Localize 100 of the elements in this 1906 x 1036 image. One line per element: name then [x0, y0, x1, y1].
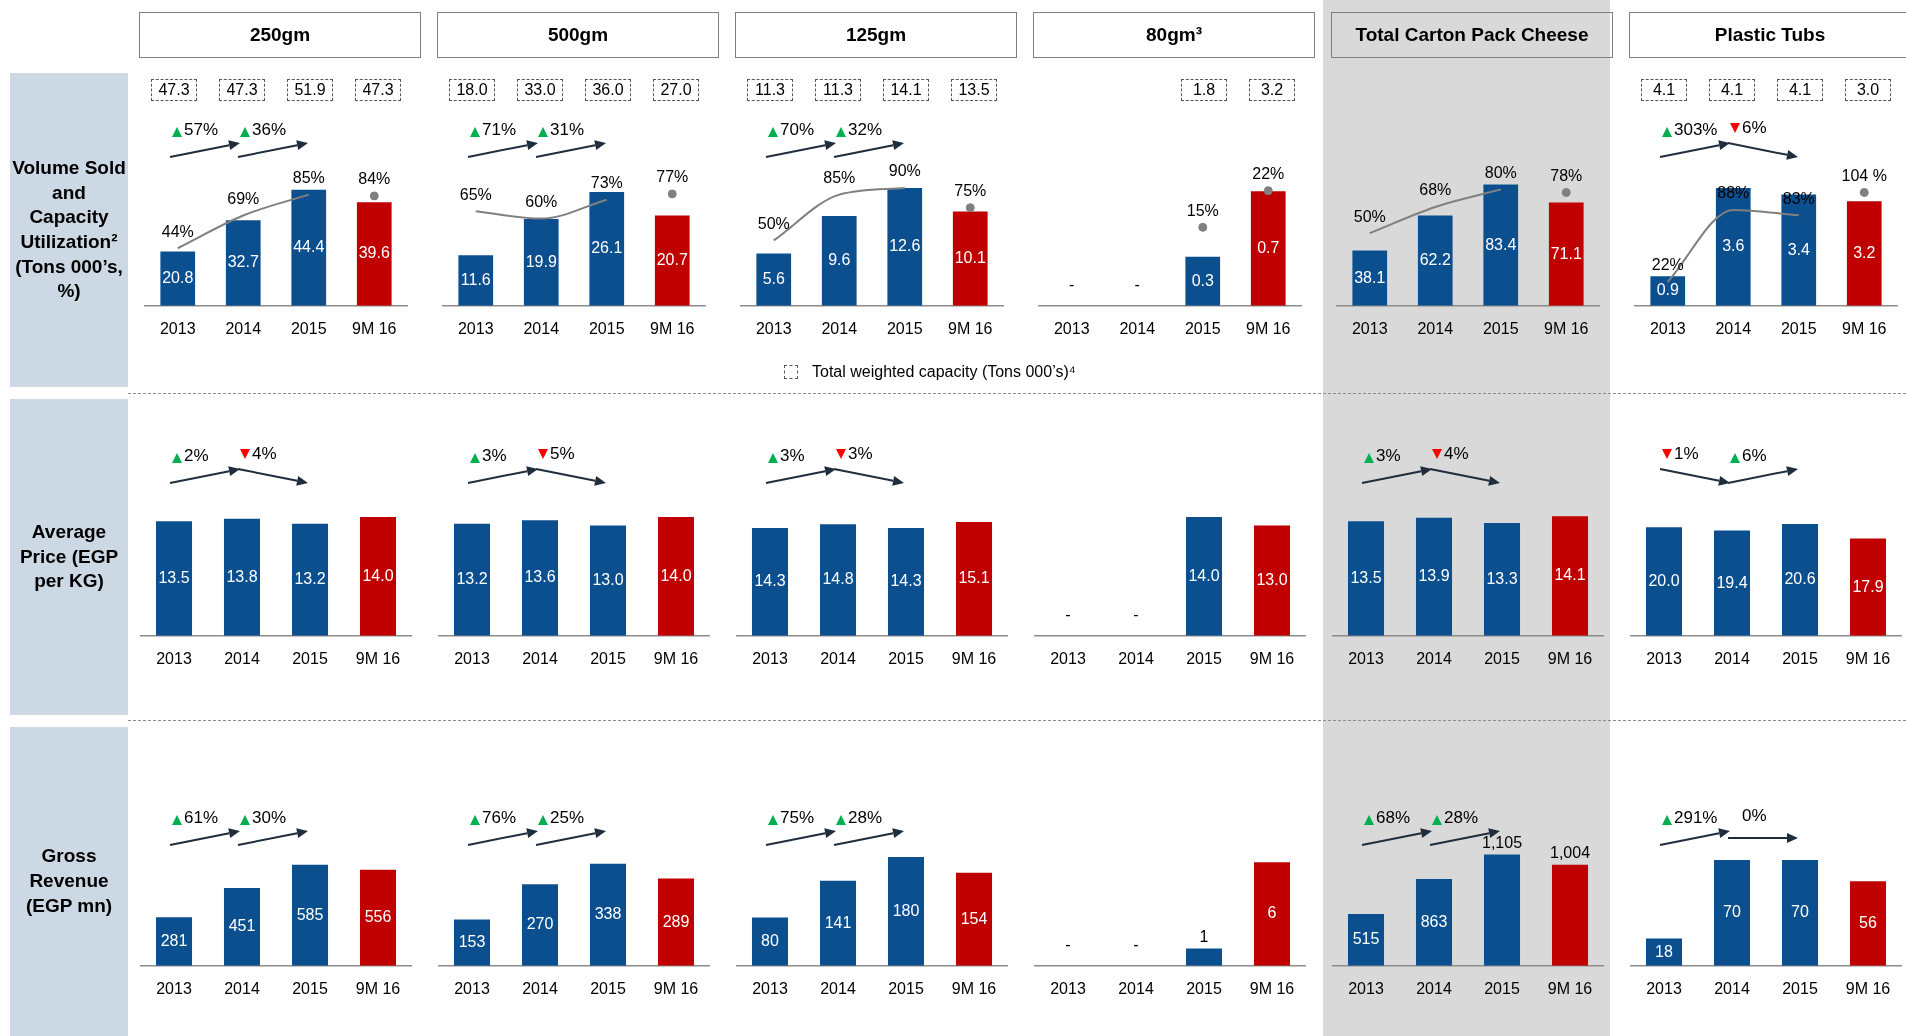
x-tick-label: 2014 — [820, 649, 856, 667]
text: 11.3 — [815, 79, 861, 101]
text: 75% — [780, 808, 815, 828]
x-tick-label: 2014 — [1416, 649, 1452, 667]
x-tick-label: 2015 — [888, 649, 924, 667]
text: 25% — [550, 808, 585, 828]
text: 28% — [848, 808, 883, 828]
data-label: 15.1 — [958, 569, 990, 587]
bar — [291, 864, 329, 966]
bar — [1417, 215, 1453, 306]
x-tick-label: 2013 — [1348, 979, 1384, 997]
x-tick-label: 2015 — [1484, 649, 1520, 667]
data-label: 13.0 — [1256, 571, 1288, 589]
data-label: 44.4 — [293, 238, 325, 256]
bar — [523, 219, 559, 306]
data-label: 20.0 — [1648, 571, 1680, 589]
text: - — [1069, 276, 1075, 294]
data-label: 13.5 — [158, 568, 190, 586]
text: 3% — [1376, 446, 1401, 466]
text: 33.0 — [517, 79, 563, 101]
data-label: 153 — [458, 933, 486, 951]
x-tick-label: 2014 — [523, 319, 560, 337]
chart-title: Plastic Tubs — [1714, 24, 1826, 46]
x-tick-label: 2014 — [1714, 649, 1750, 667]
text: - — [1133, 606, 1139, 624]
bar — [821, 216, 857, 306]
x-tick-label: 9M 16 — [1547, 649, 1593, 667]
bar — [887, 188, 923, 306]
text: 4% — [1444, 444, 1469, 464]
data-label: 14.8 — [822, 570, 854, 588]
x-tick-label: 9M 16 — [951, 649, 997, 667]
data-label: 71.1 — [1550, 244, 1582, 262]
data-label: 85% — [823, 169, 856, 187]
bar — [1415, 878, 1453, 966]
x-tick-label: 9M 16 — [1249, 979, 1295, 997]
text: 71% — [482, 120, 517, 140]
x-tick-label: 2013 — [156, 649, 192, 667]
bar — [359, 869, 397, 966]
x-tick-label: 9M 16 — [948, 319, 993, 337]
text: 47.3 — [219, 79, 265, 101]
data-label: 14.3 — [890, 572, 922, 590]
data-label: 863 — [1420, 912, 1448, 930]
text: 36.0 — [585, 79, 631, 101]
x-tick-label: 2014 — [224, 979, 260, 997]
text: 0% — [1742, 806, 1767, 826]
text: 27.0 — [653, 79, 699, 101]
chart-title: 500gm — [547, 24, 609, 46]
x-tick-label: 9M 16 — [355, 649, 401, 667]
text: - — [1133, 936, 1139, 954]
x-tick-label: 2015 — [292, 649, 328, 667]
data-label: 338 — [594, 905, 622, 923]
x-tick-label: 2015 — [1186, 979, 1222, 997]
bar — [1483, 854, 1521, 966]
chart-title: 250gm — [249, 24, 311, 46]
data-label: 15% — [1186, 201, 1219, 219]
data-label: 281 — [160, 931, 188, 949]
data-label: 13.0 — [592, 571, 624, 589]
bar — [819, 880, 857, 966]
text: 3% — [848, 444, 873, 464]
text: 5% — [550, 444, 575, 464]
data-label: 75% — [954, 182, 987, 200]
data-label: 18 — [1655, 942, 1673, 960]
data-label: 78% — [1550, 166, 1583, 184]
text: 14.1 — [883, 79, 929, 101]
data-label: 77% — [656, 168, 689, 186]
x-tick-label: 2013 — [752, 979, 788, 997]
text: 70% — [780, 120, 815, 140]
x-tick-label: 2015 — [588, 319, 625, 337]
data-label: 22% — [1252, 165, 1285, 183]
data-label: 70 — [1791, 903, 1809, 921]
text: - — [1134, 276, 1140, 294]
data-label: 0.3 — [1191, 271, 1214, 289]
data-label: 3.2 — [1853, 243, 1876, 261]
chart-title: 125gm — [845, 24, 907, 46]
data-label: 451 — [228, 917, 256, 935]
data-label: 19.9 — [525, 252, 557, 270]
text: 2% — [184, 446, 209, 466]
data-label: 50% — [757, 214, 790, 232]
bar — [1352, 250, 1388, 306]
text: 61% — [184, 808, 219, 828]
text: 47.3 — [151, 79, 197, 101]
legend-title: Total weighted capacity (Tons 000’s)⁴ — [812, 363, 1076, 381]
x-tick-label: 2015 — [1482, 319, 1519, 337]
x-tick-label: 2013 — [454, 979, 490, 997]
data-label: 14.0 — [1188, 566, 1220, 584]
x-tick-label: 9M 16 — [1544, 319, 1589, 337]
x-tick-label: 2015 — [590, 649, 626, 667]
x-tick-label: 2015 — [888, 979, 924, 997]
data-label: 13.2 — [456, 570, 488, 588]
data-label: 73% — [590, 174, 623, 192]
data-label: 39.6 — [358, 244, 390, 262]
text: 3.2 — [1249, 79, 1295, 101]
bar — [955, 872, 993, 966]
x-tick-label: 9M 16 — [653, 979, 699, 997]
data-label: 70 — [1723, 903, 1741, 921]
x-tick-label: 2014 — [1715, 319, 1752, 337]
data-label: 20.8 — [162, 269, 194, 286]
data-label: 13.8 — [226, 567, 258, 585]
bar — [654, 215, 690, 306]
text: 3.0 — [1845, 79, 1891, 101]
